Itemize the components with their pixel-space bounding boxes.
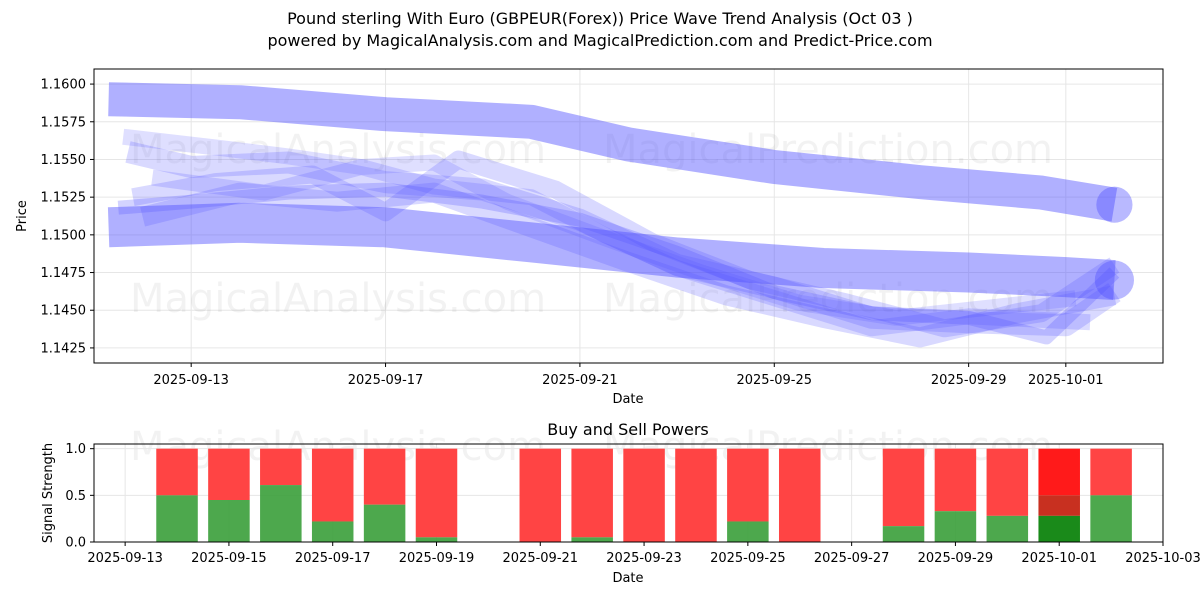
buy-bar — [1090, 495, 1132, 542]
sell-bar — [415, 448, 458, 538]
y-tick-label: 1.1450 — [41, 304, 87, 319]
y-tick-label: 0.0 — [65, 536, 86, 551]
wave-series-wave-d — [122, 128, 1077, 326]
chart-title-line1: Pound sterling With Euro (GBPEUR(Forex))… — [287, 9, 913, 28]
watermark-analysis: MagicalAnalysis.com — [130, 127, 546, 173]
buy-bar — [415, 537, 458, 542]
y-axis-label: Price — [15, 200, 30, 232]
y-tick-label: 1.1425 — [41, 341, 87, 356]
wave-series-wave-e — [151, 159, 1091, 337]
x-axis-label: Date — [612, 392, 643, 407]
wave-series-wave-c — [140, 182, 1117, 348]
buy-bar — [260, 485, 302, 542]
x-tick-label: 2025-09-13 — [153, 373, 229, 388]
wave-end-marker — [1096, 186, 1133, 223]
x-tick-label: 2025-10-03 — [1125, 551, 1200, 566]
x-tick-label: 2025-09-21 — [503, 551, 579, 566]
chart-title-line2: powered by MagicalAnalysis.com and Magic… — [267, 31, 933, 50]
y-axis-label: Signal Strength — [41, 443, 56, 543]
buy-bar — [986, 515, 1029, 542]
x-tick-label: 2025-09-25 — [736, 373, 812, 388]
sell-bar — [260, 448, 302, 486]
sell-bar — [156, 448, 198, 496]
y-tick-label: 1.1600 — [41, 78, 87, 93]
x-tick-label: 2025-09-17 — [348, 373, 424, 388]
y-tick-label: 1.1575 — [41, 115, 87, 130]
x-axis-label: Date — [612, 571, 643, 586]
sell-bar — [882, 448, 925, 527]
wave-series-upper-wave — [108, 82, 1118, 222]
price-wave-chart: MagicalAnalysis.com MagicalPrediction.co… — [15, 68, 1164, 407]
buy-bar — [571, 537, 613, 542]
watermark-analysis: MagicalAnalysis.com — [130, 276, 546, 322]
x-tick-label: 2025-09-23 — [606, 551, 682, 566]
sell-bar — [727, 448, 769, 522]
wave-series-wave-f — [117, 182, 1120, 345]
x-tick-label: 2025-09-27 — [814, 551, 890, 566]
buy-bar — [311, 521, 354, 542]
x-tick-label: 2025-09-21 — [542, 373, 618, 388]
sell-bar — [623, 448, 665, 542]
x-tick-label: 2025-10-01 — [1021, 551, 1097, 566]
sell-bar — [986, 448, 1029, 516]
buy-bar — [934, 511, 977, 542]
sell-bar — [778, 448, 821, 542]
buy-bar — [727, 521, 769, 542]
y-tick-label: 1.0 — [65, 442, 86, 457]
x-tick-label: 2025-09-13 — [87, 551, 163, 566]
bar-plot-frame — [93, 443, 1164, 543]
x-tick-label: 2025-09-15 — [191, 551, 267, 566]
sell-bar — [1090, 448, 1132, 496]
watermark-prediction: MagicalPrediction.com — [603, 127, 1053, 173]
y-tick-label: 0.5 — [65, 489, 86, 504]
x-tick-label: 2025-09-17 — [295, 551, 371, 566]
sell-bar — [208, 448, 250, 500]
sell-bar — [311, 448, 354, 522]
wave-series-wave-b — [131, 150, 1120, 338]
x-tick-label: 2025-09-25 — [710, 551, 786, 566]
wave-series-wave-a — [125, 141, 1121, 337]
sell-bar — [675, 448, 717, 542]
x-tick-label: 2025-09-19 — [399, 551, 475, 566]
buy-sell-powers-chart: MagicalAnalysis.com MagicalPrediction.co… — [41, 420, 1200, 586]
subplot-title: Buy and Sell Powers — [547, 420, 709, 439]
sell-bar — [934, 448, 977, 512]
buy-bar — [363, 504, 406, 542]
buy-bar — [1038, 515, 1080, 542]
buy-bar — [208, 500, 250, 542]
y-tick-label: 1.1525 — [41, 191, 87, 206]
mixed-bar — [1038, 495, 1080, 516]
buy-bar — [882, 526, 925, 542]
wave-end-marker — [1094, 260, 1135, 300]
wave-series-main-wave — [107, 202, 1116, 301]
buy-bar — [156, 495, 198, 542]
y-tick-label: 1.1500 — [41, 228, 87, 243]
x-tick-label: 2025-09-29 — [918, 551, 994, 566]
plot-frame — [93, 68, 1164, 364]
y-tick-label: 1.1475 — [41, 266, 87, 281]
sell-bar — [571, 448, 613, 538]
x-tick-label: 2025-09-29 — [931, 373, 1007, 388]
sell-bar — [363, 448, 406, 505]
sell-bar — [519, 448, 562, 542]
x-tick-label: 2025-10-01 — [1028, 373, 1104, 388]
y-tick-label: 1.1550 — [41, 153, 87, 168]
watermark-prediction: MagicalPrediction.com — [603, 276, 1053, 322]
sell-bar — [1038, 448, 1080, 496]
